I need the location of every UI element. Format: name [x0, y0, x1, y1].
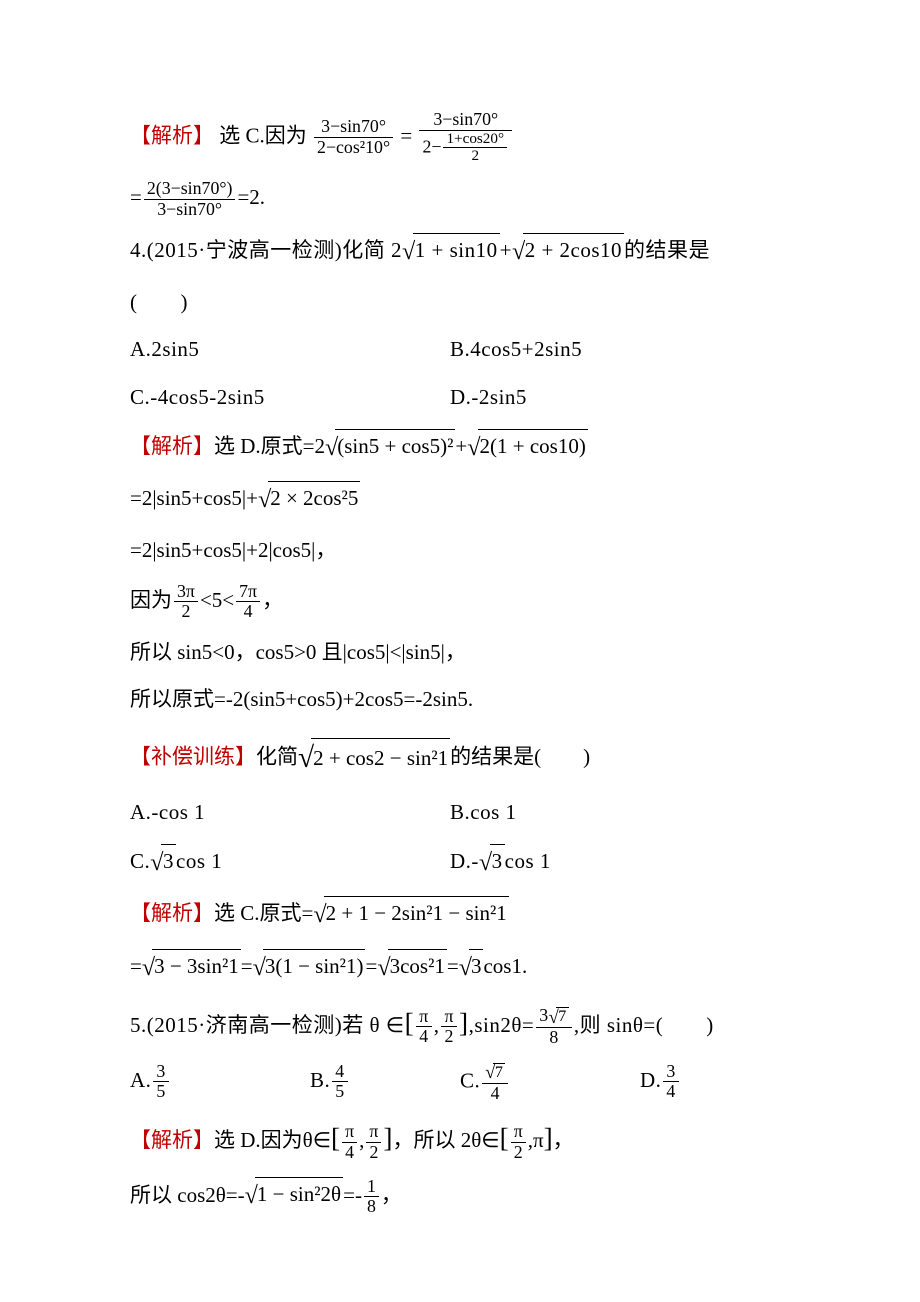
q4-analysis-4: 因为3π2<5<7π4，: [130, 582, 790, 622]
option-d: D.-√3cos 1: [450, 844, 551, 883]
q4-paren: ( ): [130, 286, 790, 320]
fraction: 3−sin70° 2−1+cos20°2: [417, 110, 514, 165]
q4-analysis-6: 所以原式=-2(sin5+cos5)+2cos5=-2sin5.: [130, 683, 790, 717]
q5-options: A.35 B.45 C.√74 D.34: [130, 1062, 790, 1104]
bonus-label: 【补偿训练】: [130, 744, 256, 768]
bonus-analysis-1: 【解析】选 C.原式=√2 + 1 − 2sin²1 − sin²1: [130, 896, 790, 935]
analysis-label: 【解析】: [130, 434, 214, 458]
option-d: D.34: [640, 1062, 681, 1104]
bonus-analysis-2: =√3 − 3sin²1=√3(1 − sin²1)=√3cos²1=√3cos…: [130, 949, 790, 988]
q4-analysis-5: 所以 sin5<0，cos5>0 且|cos5|<|sin5|，: [130, 636, 790, 670]
option-a: A.-cos 1: [130, 796, 450, 830]
option-b: B.cos 1: [450, 796, 517, 830]
fraction: 2(3−sin70°) 3−sin70°: [142, 179, 238, 219]
analysis-label: 【解析】: [130, 901, 214, 925]
equals: =: [400, 123, 412, 147]
q5-analysis-1: 【解析】选 D.因为θ∈[π4,π2]，所以 2θ∈[π2,π]，: [130, 1117, 790, 1162]
option-b: B.45: [310, 1062, 460, 1104]
sqrt: √2 + 2cos10: [512, 233, 624, 272]
sqrt: √1 + sin10: [402, 233, 500, 272]
option-b: B.4cos5+2sin5: [450, 333, 582, 367]
q4-analysis-1: 【解析】选 D.原式=2√(sin5 + cos5)²+√2(1 + cos10…: [130, 429, 790, 468]
q3-analysis-line2: = 2(3−sin70°) 3−sin70° =2.: [130, 179, 790, 219]
q4-options-row1: A.2sin5 B.4cos5+2sin5: [130, 333, 790, 367]
q4-analysis-3: =2|sin5+cos5|+2|cos5|，: [130, 534, 790, 568]
option-c: C.√74: [460, 1062, 640, 1104]
option-c: C.√3cos 1: [130, 844, 450, 883]
option-a: A.2sin5: [130, 333, 450, 367]
fraction: 3−sin70° 2−cos²10°: [312, 117, 395, 157]
bonus-stem: 【补偿训练】化简√2 + cos2 − sin²1的结果是( ): [130, 735, 790, 782]
bonus-options-row2: C.√3cos 1 D.-√3cos 1: [130, 844, 790, 883]
q4-stem: 4.(2015·宁波高一检测)化简 2√1 + sin10+√2 + 2cos1…: [130, 233, 790, 272]
option-d: D.-2sin5: [450, 381, 527, 415]
q4-options-row2: C.-4cos5-2sin5 D.-2sin5: [130, 381, 790, 415]
q4-analysis-2: =2|sin5+cos5|+√2 × 2cos²5: [130, 481, 790, 520]
option-c: C.-4cos5-2sin5: [130, 381, 450, 415]
bonus-options-row1: A.-cos 1 B.cos 1: [130, 796, 790, 830]
text: 选 C.因为: [219, 123, 307, 147]
q5-analysis-2: 所以 cos2θ=-√1 − sin²2θ=-18，: [130, 1177, 790, 1217]
analysis-label: 【解析】: [130, 123, 214, 147]
q3-analysis-line1: 【解析】 选 C.因为 3−sin70° 2−cos²10° = 3−sin70…: [130, 110, 790, 165]
q5-stem: 5.(2015·济南高一检测)若 θ ∈[π4,π2],sin2θ=3√78,则…: [130, 1002, 790, 1048]
analysis-label: 【解析】: [130, 1128, 214, 1152]
option-a: A.35: [130, 1062, 310, 1104]
